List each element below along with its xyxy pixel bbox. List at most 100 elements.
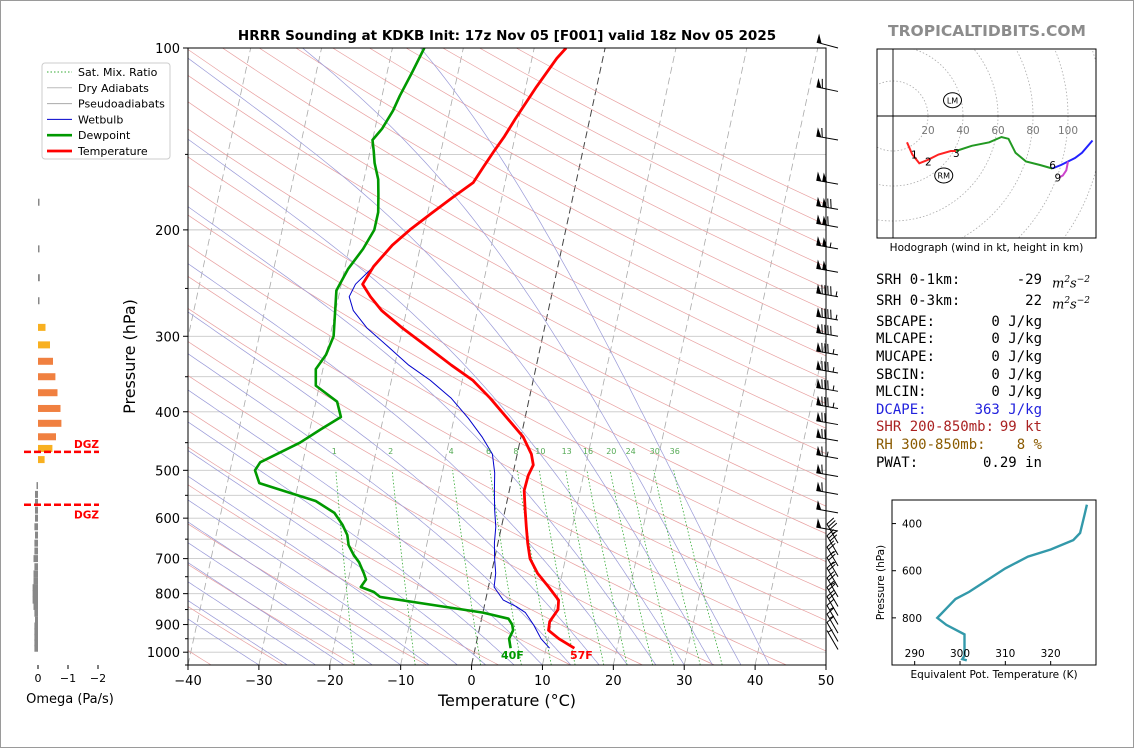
hodograph-trace [955,135,1053,170]
hodograph-point-label: 3 [953,148,960,160]
pseudoadiabat [188,542,373,665]
stat-row: MLCAPE: 0 J/kg [876,331,1090,349]
wind-barb [826,567,839,588]
x-tick-label: −20 [316,674,343,689]
wind-barb-feather [826,551,835,559]
omega-tick-label: −1 [60,672,76,685]
wind-barb-feather [829,522,838,530]
x-tick-label: −40 [174,674,201,689]
mixing-ratio-label: 13 [562,447,572,456]
omega-bar [34,609,38,617]
wind-barb-flag [816,481,822,492]
omega-tick-label: 0 [35,672,42,685]
isotherm [188,48,322,665]
pseudoadiabat [420,48,770,665]
dry-adiabat [188,128,826,480]
wind-barb-feather [826,561,835,569]
ring-label: 20 [921,125,934,137]
dry-adiabat [188,156,826,507]
stat-row: SHR 200-850mb: 99 kt [876,419,1090,437]
pseudoadiabat [188,618,260,665]
wind-barb-half [832,367,835,373]
wind-barb-flag [816,259,822,270]
mixing-ratio-line [452,470,482,665]
wind-barb-flag [816,214,822,225]
wind-barb-half [832,402,835,408]
dry-adiabat [188,564,356,665]
y-tick-label: 800 [155,588,180,603]
y-tick-label: 500 [155,464,180,479]
dry-adiabat [188,446,571,665]
stat-value: 0 J/kg [991,384,1042,401]
thetae-y-axis-label: Pressure (hPa) [875,545,887,620]
stat-label: RH 300-850mb: [876,437,986,453]
wind-barb-flag [816,411,822,422]
x-tick-label: −10 [387,674,414,689]
wind-barb-half [829,242,832,248]
dry-adiabat [188,244,826,591]
stat-row: RH 300-850mb: 8 % [876,437,1090,455]
omega-bar [38,323,46,331]
stat-unit: m2s−2 [1047,295,1090,313]
mixing-ratio-line [565,470,605,665]
wind-barb-flag [822,197,828,208]
wind-barb [826,577,839,598]
legend-box [41,62,171,160]
thetae-profile [935,504,1089,662]
stat-value: 0.29 in [982,454,1042,471]
stat-label: DCAPE: [876,401,927,418]
mixing-ratio-line [391,470,416,665]
dry-adiabat [188,214,826,563]
omega-bar [38,245,40,253]
wind-barb-flag [816,360,822,370]
storm-motion-label: LM [947,96,958,105]
mixing-ratio-label: 6 [486,447,491,456]
legend-entry: Wetbulb [78,113,123,126]
wind-barb-flag [816,500,822,510]
stat-label: SHR 200-850mb: [876,419,995,436]
isotherm [400,48,535,665]
omega-bar [38,404,61,412]
dry-adiabat [332,48,826,311]
y-tick-label: 1000 [147,646,180,661]
wind-barb [826,622,839,642]
omega-bar [38,198,40,206]
mixing-ratio-label: 4 [449,447,454,456]
wind-barb-feather [826,529,835,537]
omega-bar [33,577,38,585]
wind-barb-half [829,606,835,611]
wind-barb [816,292,839,298]
wind-barb-half [832,385,835,391]
mixing-ratio-label: 10 [535,447,545,456]
wind-barb [826,613,839,634]
wind-barb-flag [816,33,822,44]
omega-bar [38,274,40,282]
ring-label: 40 [956,125,969,137]
wind-barb-flag [816,171,822,182]
omega-bar [38,456,45,464]
x-tick-label: 10 [534,674,551,689]
x-axis-label: Temperature (°C) [437,691,576,710]
wind-barb-feather [828,542,836,550]
hodograph: 20 40 60 80 100 12 3 69 LM RM Hodograph (wind in k… [876,48,1097,254]
wind-barb-feather [829,534,838,542]
omega-bar [35,531,38,539]
hodograph-trace [1051,139,1094,170]
wind-barb [826,587,839,607]
wind-barb-flag [822,237,828,247]
pseudoadiabat [188,311,600,665]
dry-adiabat [222,48,826,380]
pseudoadiabat [302,48,742,665]
y-tick-label: 300 [155,330,180,345]
wind-barb-feather [828,592,836,600]
stats-panel: SRH 0-1km: -29 m2s−2 SRH 0-3km: 22 m2s−2 SBC… [876,272,1090,472]
mixing-ratio-line [609,470,653,665]
stat-row: MLCIN: 0 J/kg [876,384,1090,402]
wind-barb-flag [816,307,822,318]
omega-bar [34,639,38,647]
y-tick-label: 900 [155,619,180,634]
dry-adiabat [188,484,499,665]
pseudoadiabat [188,389,543,665]
wind-barb-feather [828,553,836,561]
